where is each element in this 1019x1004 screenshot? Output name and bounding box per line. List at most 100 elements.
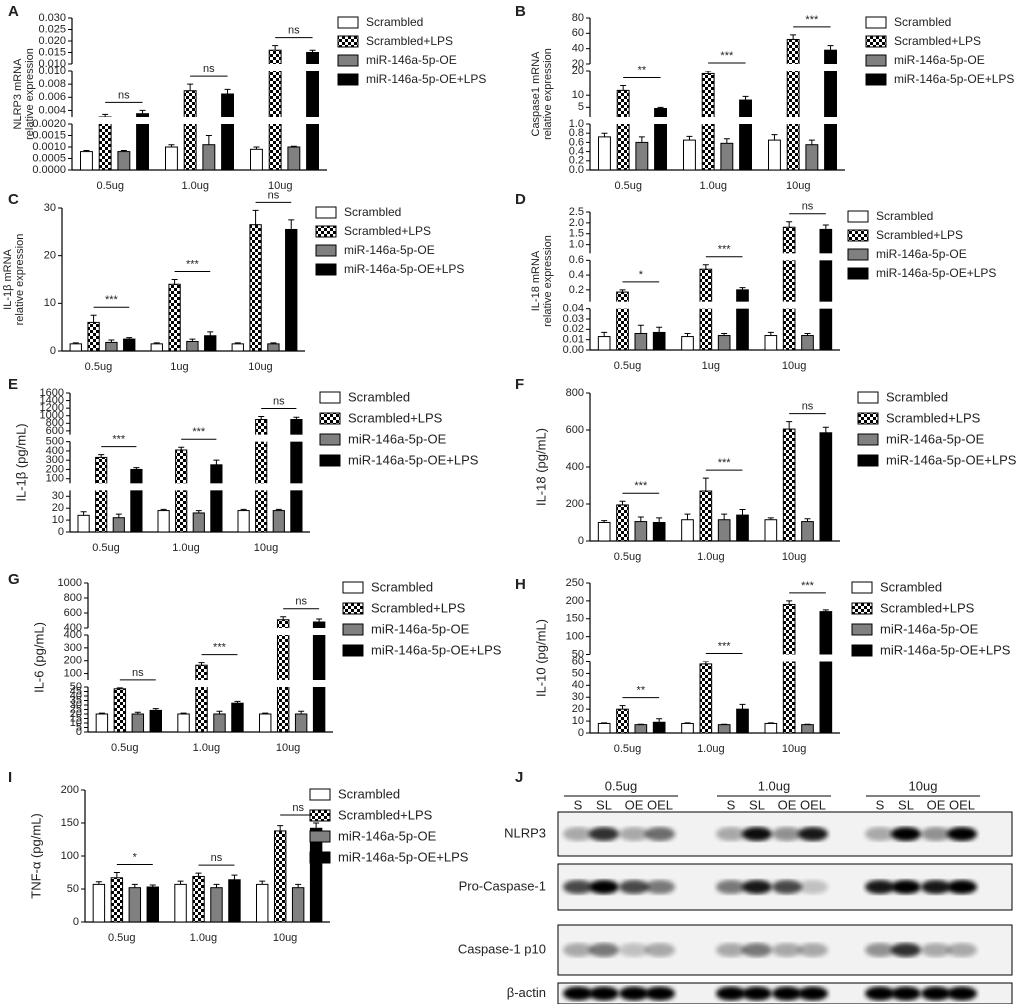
error-bar	[180, 712, 187, 714]
bar	[77, 514, 90, 533]
error-bar	[686, 135, 693, 141]
legend-swatch	[865, 35, 887, 48]
significance-label: ***	[805, 14, 819, 26]
bar	[764, 335, 778, 351]
error-bar	[139, 109, 146, 114]
error-bar	[290, 145, 297, 147]
y-tick-label: 400	[64, 622, 82, 634]
bar	[186, 340, 199, 352]
error-bar	[619, 500, 626, 505]
error-bar	[790, 34, 797, 40]
band	[865, 986, 895, 1001]
bar	[105, 341, 118, 352]
band	[947, 880, 977, 894]
significance-label: ns	[802, 401, 814, 413]
y-axis-label: IL-1β (pg/mL)	[13, 423, 28, 501]
y-tick-label: 40	[572, 43, 584, 55]
bar	[720, 142, 734, 171]
y-tick-label: 0.020	[38, 35, 66, 47]
panel-letter: J	[515, 769, 523, 786]
bar	[634, 332, 648, 351]
legend-label: Scrambled	[876, 209, 933, 223]
error-bar	[786, 421, 793, 430]
bar	[681, 722, 694, 734]
error-bar	[178, 446, 185, 450]
error-bar	[171, 279, 178, 285]
y-tick-label: 5	[578, 101, 584, 113]
y-axis-label: IL-6 (pg/mL)	[31, 622, 46, 693]
lane-label: S	[876, 797, 885, 812]
band	[772, 986, 802, 1001]
legend-swatch	[319, 391, 341, 404]
error-bar	[231, 874, 238, 880]
error-bar	[822, 224, 829, 230]
band	[921, 880, 951, 894]
y-tick-label: 2.5	[569, 206, 584, 218]
legend-swatch	[309, 851, 331, 864]
error-bar	[195, 510, 202, 513]
legend-swatch	[857, 391, 879, 404]
y-tick-label: 600	[64, 607, 82, 619]
bar	[231, 343, 244, 352]
significance-label: ***	[720, 50, 734, 62]
band	[619, 986, 649, 1001]
band	[921, 986, 951, 1001]
error-bar	[288, 219, 295, 230]
legend-swatch	[309, 830, 331, 843]
y-tick-label: 1000	[58, 577, 82, 589]
error-bar	[601, 520, 608, 523]
significance-label: ***	[186, 258, 200, 270]
error-bar	[213, 883, 220, 888]
axis-break	[89, 628, 334, 635]
bar	[204, 335, 217, 352]
legend-label: miR-146a-5p-OE	[338, 828, 437, 843]
error-bar	[619, 705, 626, 710]
legend-label: miR-146a-5p-OE+LPS	[876, 266, 996, 280]
bar	[764, 519, 778, 542]
y-tick-label: 0.0000	[32, 164, 66, 176]
bar	[699, 663, 713, 734]
bar	[819, 432, 833, 542]
legend-swatch	[319, 412, 341, 425]
band	[947, 986, 977, 1001]
y-axis-label: TNF-α (pg/mL)	[28, 813, 43, 899]
legend-label: miR-146a-5p-OE+LPS	[880, 642, 1011, 657]
band	[798, 880, 828, 894]
significance-label: ns	[295, 596, 307, 608]
panel-letter: G	[8, 571, 20, 588]
bar	[634, 521, 648, 542]
bar	[819, 611, 833, 734]
error-bar	[83, 149, 90, 152]
y-tick-label: 40	[70, 690, 82, 702]
error-bar	[313, 822, 320, 829]
group-label: 1.0ug	[758, 778, 791, 793]
legend-label: Scrambled+LPS	[886, 410, 981, 425]
x-tick-label: 10ug	[276, 742, 300, 754]
bar	[616, 708, 629, 734]
y-axis-label: IL-18 (pg/mL)	[533, 428, 548, 506]
error-bar	[657, 106, 664, 109]
y-tick-label: 1200	[40, 402, 64, 414]
y-tick-label: 0.010	[38, 65, 66, 77]
band	[619, 827, 649, 841]
panel-letter: D	[515, 191, 526, 208]
x-tick-label: 0.5ug	[614, 360, 642, 372]
y-tick-label: 200	[61, 784, 79, 796]
y-tick-label: 60	[572, 655, 584, 667]
bar	[768, 139, 781, 171]
legend-label: miR-146a-5p-OE	[880, 621, 979, 636]
legend-swatch	[319, 433, 341, 446]
band	[589, 943, 619, 957]
bar	[717, 519, 731, 542]
significance-label: *	[639, 269, 644, 281]
axis-break	[591, 301, 841, 309]
legend-label: Scrambled	[371, 579, 433, 594]
error-bar	[295, 883, 302, 888]
lane-label: S	[727, 797, 736, 812]
band	[798, 827, 828, 841]
legend-label: Scrambled+LPS	[344, 224, 431, 238]
x-tick-label: 0.5ug	[85, 361, 113, 373]
error-bar	[684, 513, 691, 520]
band	[589, 986, 619, 1001]
error-bar	[152, 708, 159, 711]
